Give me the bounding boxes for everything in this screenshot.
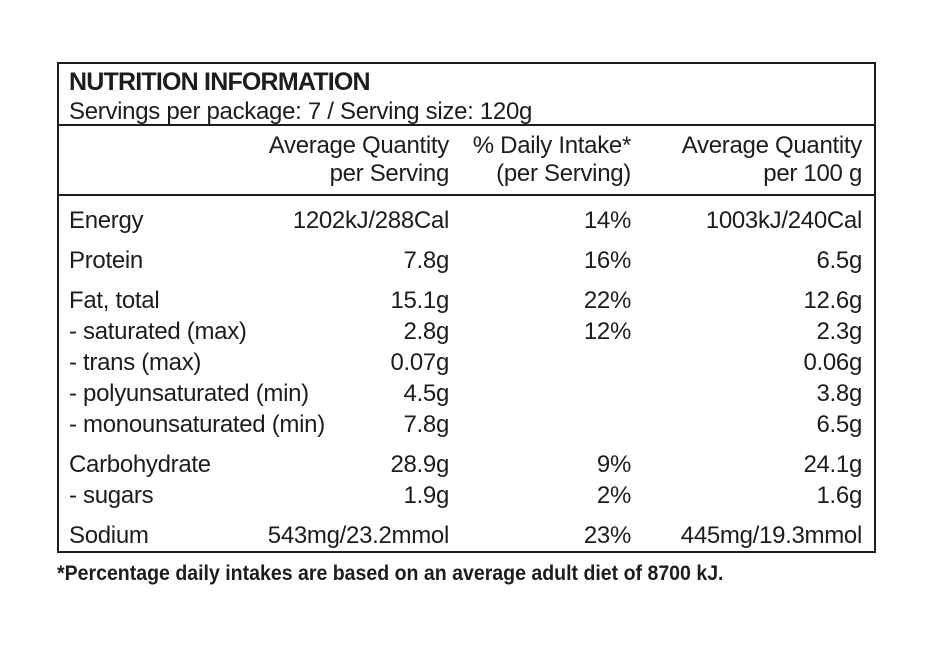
nutrient-row: - sugars 1.9g 2% 1.6g — [69, 480, 862, 511]
nutrient-row: - monounsaturated (min) 7.8g 6.5g — [69, 409, 862, 440]
nutrient-label: - sugars — [69, 482, 154, 509]
per-serving-value: 543mg/23.2mmol — [267, 522, 450, 549]
daily-intake-value: 9% — [596, 451, 631, 478]
per-100g-value: 1.6g — [816, 482, 862, 509]
panel-header: NUTRITION INFORMATION Servings per packa… — [59, 64, 874, 126]
daily-intake-value: 16% — [583, 247, 631, 274]
per-100g-value: 12.6g — [803, 287, 862, 314]
nutrient-row: Protein 7.8g 16% 6.5g — [69, 245, 862, 276]
daily-intake-value: 12% — [583, 318, 631, 345]
nutrient-label: Protein — [69, 247, 143, 274]
nutrient-label: - trans (max) — [69, 349, 202, 376]
daily-intake-value — [449, 378, 631, 409]
nutrient-label: - monounsaturated (min) — [69, 411, 325, 438]
per-100g-value: 2.3g — [816, 318, 862, 345]
nutrient-row: Sodium 543mg/23.2mmol 23% 445mg/19.3mmol — [69, 520, 862, 551]
column-header-row: Average Quantity per Serving % Daily Int… — [59, 126, 874, 196]
per-100g-value: 3.8g — [816, 380, 862, 407]
nutrient-label: - polyunsaturated (min) — [69, 380, 309, 407]
per-serving-value: 2.8g — [403, 318, 449, 345]
per-100g-value: 1003kJ/240Cal — [705, 207, 863, 234]
daily-intake-value: 22% — [583, 287, 631, 314]
nutrient-label: Fat, total — [69, 287, 160, 314]
column-header-per-100g: Average Quantity per 100 g — [681, 132, 863, 187]
daily-intake-value — [449, 409, 631, 440]
nutrient-table-body: Energy 1202kJ/288Cal 14% 1003kJ/240Cal P… — [59, 205, 874, 551]
daily-intake-value: 14% — [583, 207, 631, 234]
per-100g-value: 6.5g — [816, 247, 862, 274]
per-100g-value: 24.1g — [803, 451, 862, 478]
per-serving-value: 28.9g — [390, 451, 449, 478]
per-100g-value: 445mg/19.3mmol — [680, 522, 863, 549]
nutrient-row: Energy 1202kJ/288Cal 14% 1003kJ/240Cal — [69, 205, 862, 236]
per-serving-value: 15.1g — [390, 287, 449, 314]
daily-intake-footnote: *Percentage daily intakes are based on a… — [57, 562, 724, 585]
per-serving-value: 7.8g — [403, 411, 449, 438]
per-100g-value: 6.5g — [816, 411, 862, 438]
serving-info: Servings per package: 7 / Serving size: … — [69, 98, 533, 125]
column-header-per-serving: Average Quantity per Serving — [268, 132, 450, 187]
per-serving-value: 4.5g — [403, 380, 449, 407]
daily-intake-value: 2% — [596, 482, 631, 509]
per-serving-value: 1202kJ/288Cal — [292, 207, 450, 234]
nutrient-row: - polyunsaturated (min) 4.5g 3.8g — [69, 378, 862, 409]
nutrition-information-panel: NUTRITION INFORMATION Servings per packa… — [57, 62, 876, 553]
nutrient-row: - trans (max) 0.07g 0.06g — [69, 347, 862, 378]
nutrient-label: Sodium — [69, 522, 149, 549]
nutrient-label: Carbohydrate — [69, 451, 211, 478]
per-serving-value: 0.07g — [390, 349, 449, 376]
column-header-daily-intake: % Daily Intake* (per Serving) — [472, 132, 632, 187]
nutrient-row: Fat, total 15.1g 22% 12.6g — [69, 285, 862, 316]
nutrient-row: - saturated (max) 2.8g 12% 2.3g — [69, 316, 862, 347]
per-100g-value: 0.06g — [803, 349, 862, 376]
nutrient-label: Energy — [69, 207, 144, 234]
per-serving-value: 1.9g — [403, 482, 449, 509]
nutrient-label: - saturated (max) — [69, 318, 247, 345]
nutrient-row: Carbohydrate 28.9g 9% 24.1g — [69, 449, 862, 480]
daily-intake-value: 23% — [583, 522, 631, 549]
daily-intake-value — [449, 347, 631, 378]
per-serving-value: 7.8g — [403, 247, 449, 274]
panel-title: NUTRITION INFORMATION — [69, 68, 371, 96]
